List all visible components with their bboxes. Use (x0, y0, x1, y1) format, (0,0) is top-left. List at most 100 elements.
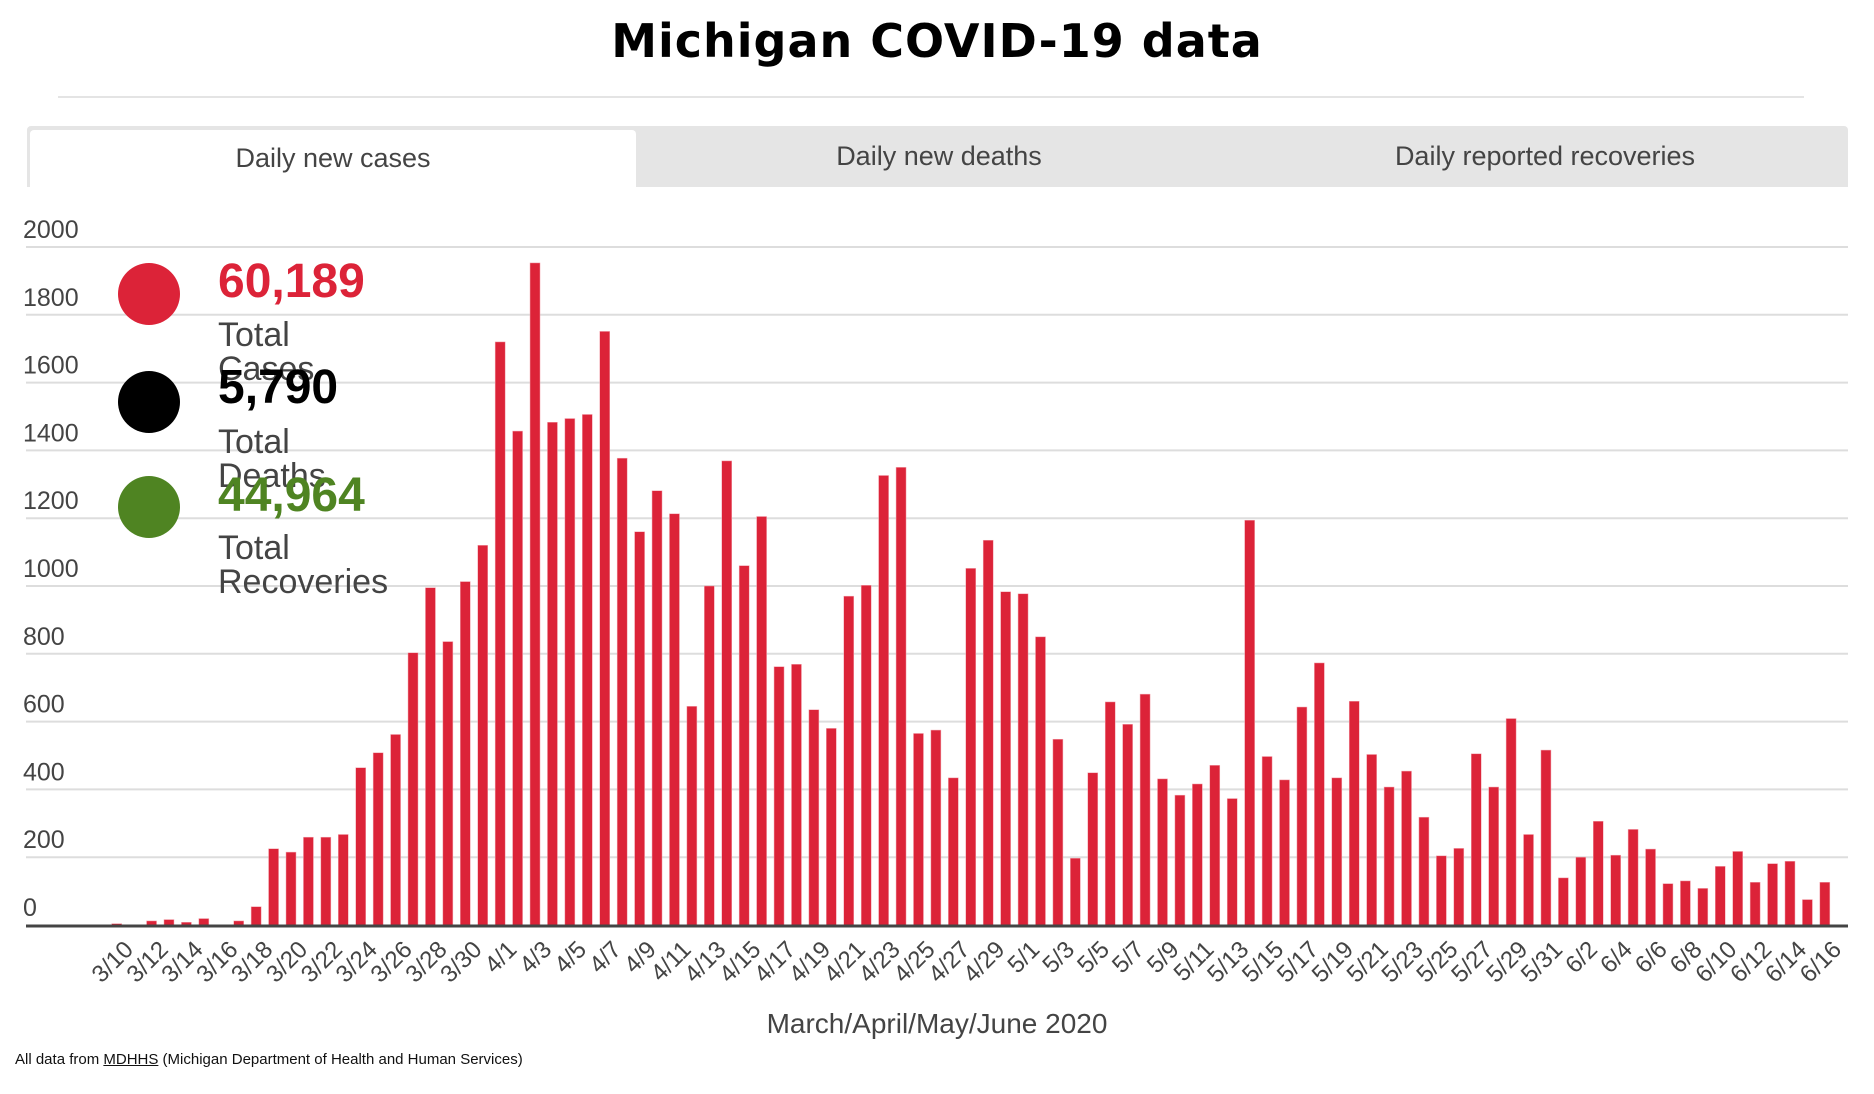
bar-4-3[interactable] (529, 262, 541, 926)
bar-3-19[interactable] (268, 848, 279, 926)
bar-5-6[interactable] (1104, 701, 1116, 926)
bar-4-15[interactable] (738, 565, 750, 926)
bar-5-1[interactable] (1017, 593, 1029, 926)
bar-5-22[interactable] (1383, 786, 1395, 926)
bar-4-16[interactable] (756, 516, 767, 926)
bar-4-18[interactable] (791, 664, 802, 926)
bar-5-30[interactable] (1523, 834, 1534, 926)
bar-5-18[interactable] (1314, 662, 1325, 926)
bar-6-7[interactable] (1662, 883, 1674, 926)
total-cases-value: 60,189 (218, 255, 365, 308)
mdhhs-link[interactable]: MDHHS (103, 1051, 159, 1068)
bar-6-15[interactable] (1802, 899, 1813, 926)
tab-daily-new-deaths[interactable]: Daily new deaths (836, 141, 1042, 171)
bar-4-27[interactable] (948, 777, 959, 926)
bar-4-19[interactable] (808, 709, 820, 926)
bar-5-11[interactable] (1192, 783, 1203, 926)
bar-3-15[interactable] (198, 918, 210, 926)
bar-6-9[interactable] (1697, 888, 1709, 926)
bar-5-27[interactable] (1470, 753, 1482, 926)
bar-5-17[interactable] (1296, 706, 1308, 926)
bar-4-13[interactable] (704, 585, 715, 926)
bar-5-2[interactable] (1035, 636, 1046, 926)
bar-5-3[interactable] (1052, 738, 1064, 926)
bar-6-6[interactable] (1645, 848, 1656, 926)
bar-4-6[interactable] (582, 414, 593, 926)
bar-6-12[interactable] (1749, 882, 1761, 926)
bar-6-13[interactable] (1767, 863, 1778, 926)
bar-5-20[interactable] (1348, 701, 1360, 926)
bar-4-22[interactable] (860, 585, 872, 926)
bar-3-26[interactable] (390, 734, 401, 926)
bar-6-1[interactable] (1558, 877, 1569, 926)
bar-3-31[interactable] (477, 545, 488, 926)
bar-3-21[interactable] (303, 836, 314, 926)
bar-5-26[interactable] (1453, 848, 1465, 926)
bar-5-14[interactable] (1244, 519, 1255, 926)
bar-3-12[interactable] (146, 920, 157, 926)
bar-5-12[interactable] (1209, 765, 1221, 926)
bar-4-20[interactable] (826, 728, 837, 926)
bar-5-29[interactable] (1505, 718, 1517, 926)
tab-daily-new-cases[interactable]: Daily new cases (30, 130, 636, 187)
bar-4-1[interactable] (494, 341, 506, 926)
bar-5-4[interactable] (1070, 857, 1081, 926)
bar-4-25[interactable] (913, 733, 924, 926)
bar-3-20[interactable] (285, 851, 297, 926)
bar-5-21[interactable] (1366, 754, 1377, 926)
bar-5-5[interactable] (1087, 772, 1099, 926)
bar-4-10[interactable] (651, 490, 663, 926)
bar-3-24[interactable] (355, 767, 366, 926)
bar-5-23[interactable] (1401, 770, 1412, 926)
bar-3-17[interactable] (233, 920, 244, 926)
bar-3-25[interactable] (372, 752, 384, 926)
tab-daily-reported-recoveries[interactable]: Daily reported recoveries (1394, 141, 1696, 171)
bar-5-9[interactable] (1157, 778, 1168, 926)
bar-4-30[interactable] (1000, 591, 1011, 926)
bar-6-4[interactable] (1610, 854, 1621, 926)
bar-3-28[interactable] (425, 587, 436, 926)
bar-4-23[interactable] (878, 475, 889, 926)
bar-4-21[interactable] (843, 595, 855, 926)
bar-6-3[interactable] (1593, 821, 1604, 926)
bar-6-16[interactable] (1819, 882, 1831, 926)
bar-5-13[interactable] (1226, 798, 1238, 926)
bar-4-14[interactable] (721, 460, 732, 926)
bar-5-16[interactable] (1279, 779, 1290, 926)
bar-3-13[interactable] (163, 919, 175, 926)
bar-6-8[interactable] (1680, 880, 1691, 926)
bar-5-24[interactable] (1418, 816, 1430, 926)
bar-4-8[interactable] (616, 457, 628, 926)
bar-4-2[interactable] (512, 430, 523, 926)
bar-3-30[interactable] (460, 581, 471, 926)
bar-5-8[interactable] (1139, 693, 1151, 926)
bar-4-29[interactable] (982, 539, 994, 926)
bar-4-7[interactable] (599, 331, 610, 926)
bar-4-26[interactable] (930, 729, 942, 926)
bar-6-2[interactable] (1575, 856, 1587, 926)
bar-5-15[interactable] (1261, 756, 1273, 926)
bar-5-25[interactable] (1436, 855, 1447, 926)
bar-6-14[interactable] (1784, 861, 1796, 926)
bar-4-4[interactable] (547, 422, 558, 926)
bar-3-27[interactable] (407, 652, 419, 926)
bar-3-29[interactable] (442, 641, 454, 926)
bar-5-28[interactable] (1488, 786, 1499, 926)
bar-3-18[interactable] (250, 906, 262, 926)
bar-4-11[interactable] (669, 513, 680, 926)
bar-6-5[interactable] (1627, 829, 1639, 926)
bar-4-12[interactable] (686, 706, 698, 926)
bar-5-19[interactable] (1331, 777, 1343, 926)
bar-4-9[interactable] (634, 531, 645, 926)
bar-6-10[interactable] (1715, 866, 1726, 926)
bar-3-22[interactable] (320, 836, 332, 926)
bar-5-7[interactable] (1122, 724, 1133, 926)
bar-4-28[interactable] (965, 568, 977, 926)
bar-4-24[interactable] (895, 467, 907, 926)
bar-5-10[interactable] (1174, 794, 1186, 926)
bar-4-5[interactable] (564, 418, 576, 926)
bar-5-31[interactable] (1540, 749, 1552, 926)
bar-4-17[interactable] (773, 666, 785, 926)
bar-6-11[interactable] (1732, 851, 1743, 926)
bar-3-23[interactable] (338, 834, 349, 926)
